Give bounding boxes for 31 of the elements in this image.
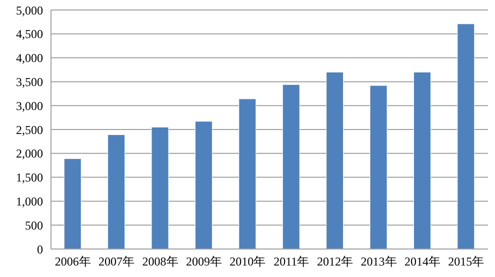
x-tick-label: 2014年 bbox=[404, 254, 440, 269]
bar bbox=[64, 158, 82, 249]
y-tick-label: 4,500 bbox=[16, 27, 43, 42]
bar bbox=[370, 85, 388, 249]
y-tick-label: 2,000 bbox=[16, 146, 43, 161]
y-tick-label: 500 bbox=[25, 218, 43, 232]
x-tick-label: 2007年 bbox=[98, 254, 135, 269]
y-tick-label: 5,000 bbox=[16, 3, 43, 18]
bar bbox=[413, 72, 431, 249]
x-tick-label: 2006年 bbox=[54, 254, 91, 269]
x-tick-label: 2008年 bbox=[142, 254, 178, 269]
y-tick-label: 4,000 bbox=[16, 51, 43, 66]
y-tick-label: 1,000 bbox=[16, 194, 43, 208]
bar bbox=[282, 84, 300, 249]
y-tick-label: 1,500 bbox=[16, 170, 43, 185]
x-tick-label: 2012年 bbox=[317, 254, 354, 269]
x-tick-label: 2009年 bbox=[186, 254, 222, 269]
x-tick-label: 2011年 bbox=[274, 254, 310, 269]
y-tick-label: 3,000 bbox=[16, 98, 43, 113]
bar bbox=[326, 72, 344, 249]
x-tick-label: 2013年 bbox=[360, 254, 397, 269]
bar bbox=[238, 98, 256, 249]
y-tick-label: 2,500 bbox=[16, 122, 43, 137]
x-tick-label: 2010年 bbox=[230, 254, 266, 269]
bar bbox=[108, 134, 126, 249]
x-tick-label: 2015年 bbox=[448, 254, 484, 269]
bar bbox=[194, 121, 212, 249]
bar bbox=[151, 126, 169, 249]
bar bbox=[457, 24, 475, 249]
y-tick-label: 0 bbox=[37, 242, 43, 256]
y-tick-label: 3,500 bbox=[16, 74, 43, 89]
